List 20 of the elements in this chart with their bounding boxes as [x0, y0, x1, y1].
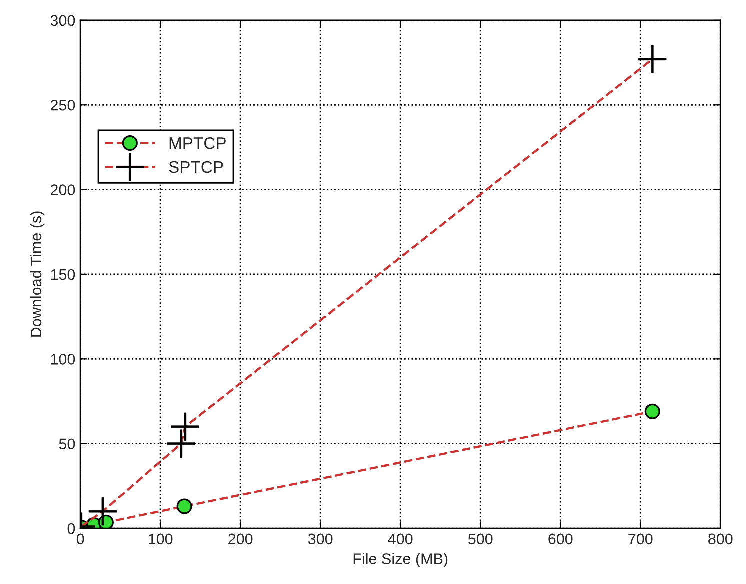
x-axis-title: File Size (MB)	[354, 553, 448, 568]
x-tick-label: 300	[308, 534, 333, 545]
y-tick-label: 100	[51, 354, 76, 365]
y-tick-label: 50	[59, 438, 76, 450]
y-axis-title: Download Time (s)	[30, 212, 45, 337]
x-tick-label: 700	[628, 534, 653, 545]
x-tick-label: 200	[228, 534, 253, 545]
x-tick-label: 100	[149, 534, 173, 545]
legend-label: SPTCP	[169, 161, 224, 174]
x-tick-label: 500	[468, 534, 493, 545]
x-tick-label: 0	[76, 534, 84, 545]
y-tick-label: 300	[50, 15, 76, 26]
x-tick-label: 800	[708, 534, 733, 545]
legend-label: MPTCP	[170, 137, 226, 150]
y-tick-label: 150	[51, 269, 76, 280]
y-tick-label: 200	[50, 184, 76, 196]
y-tick-label: 250	[50, 100, 76, 111]
x-tick-label: 400	[388, 534, 413, 545]
y-tick-label: 0	[68, 523, 76, 534]
x-tick-label: 600	[548, 534, 573, 545]
